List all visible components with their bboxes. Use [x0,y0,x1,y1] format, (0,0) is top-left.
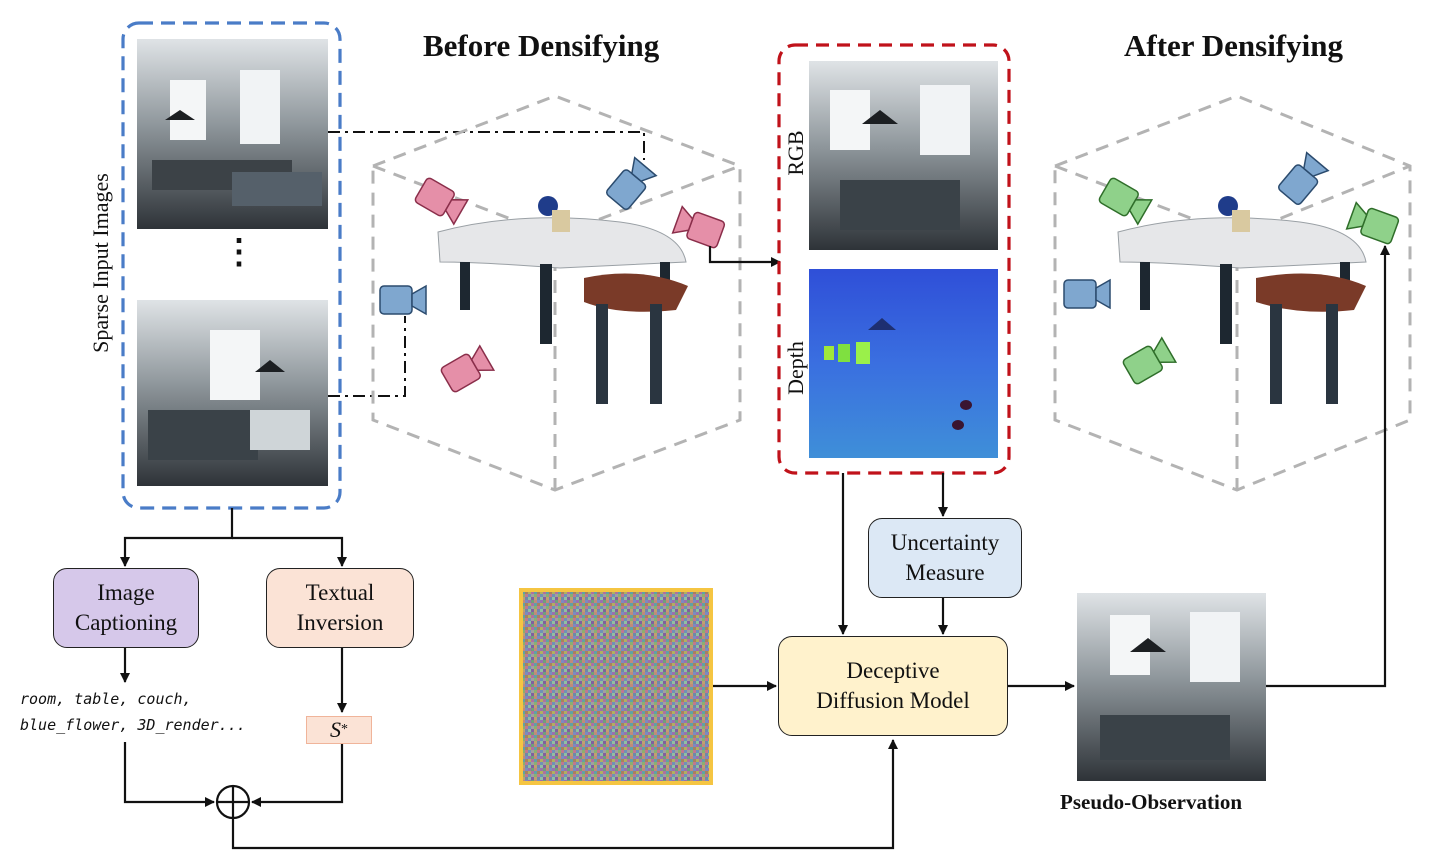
camera-pink-3 [440,344,496,393]
caption-output: room, table, couch, blue_flower, 3D_rend… [20,690,246,734]
arrow-caption-to-plus [123,742,215,807]
arrow-to-inversion [232,536,347,567]
arrow-inputs-split [120,508,234,567]
learned-token: S * [306,716,372,744]
sparse-input-label: Sparse Input Images [88,173,113,353]
pseudo-observation-image [1077,593,1266,781]
cube-after [1053,94,1412,492]
camera-pink-1 [414,177,470,226]
cube-before [371,94,742,492]
arrow-token-to-plus [251,744,344,807]
scene-after [1117,196,1367,404]
camera-green-2 [1345,201,1400,245]
ellipsis-icon: ⋮ [222,234,256,271]
arrow-plus-to-diffusion [231,739,898,850]
camera-blue-3 [1278,151,1330,205]
noise-image [519,588,713,785]
textual-inversion-label: Textual Inversion [296,580,384,635]
dashdot-link-bottom [328,316,406,397]
pseudo-observation-label: Pseudo-Observation [1060,790,1243,814]
deceptive-diffusion-label: Deceptive Diffusion Model [816,658,970,713]
camera-blue-2 [379,284,427,316]
token-symbol: S [330,717,341,742]
depth-label: Depth [783,341,808,395]
heading-after: After Densifying [1124,28,1343,63]
depth-render [809,269,998,458]
rgb-render [809,61,998,250]
render-frame [777,43,1011,475]
camera-pink-2 [671,205,726,249]
image-captioning-box: Image Captioning [53,568,199,648]
arrow-pseudo-to-after [1266,245,1390,688]
input-image-bottom [137,300,328,486]
uncertainty-measure-box: Uncertainty Measure [868,518,1022,598]
scene-before [437,196,688,404]
image-captioning-label: Image Captioning [74,580,178,635]
input-image-top [137,39,328,229]
textual-inversion-box: Textual Inversion [266,568,414,648]
concat-plus-icon [215,784,251,820]
rgb-label: RGB [783,130,808,176]
dashdot-link-top [328,131,645,160]
deceptive-diffusion-box: Deceptive Diffusion Model [778,636,1008,736]
heading-before: Before Densifying [423,28,660,63]
camera-blue-1 [606,156,658,210]
camera-blue-4 [1063,278,1111,310]
uncertainty-measure-label: Uncertainty Measure [890,530,1000,585]
arrow-camera-to-render [708,246,781,267]
camera-green-3 [1122,336,1178,385]
camera-green-1 [1098,177,1154,226]
token-subscript: * [341,722,348,737]
